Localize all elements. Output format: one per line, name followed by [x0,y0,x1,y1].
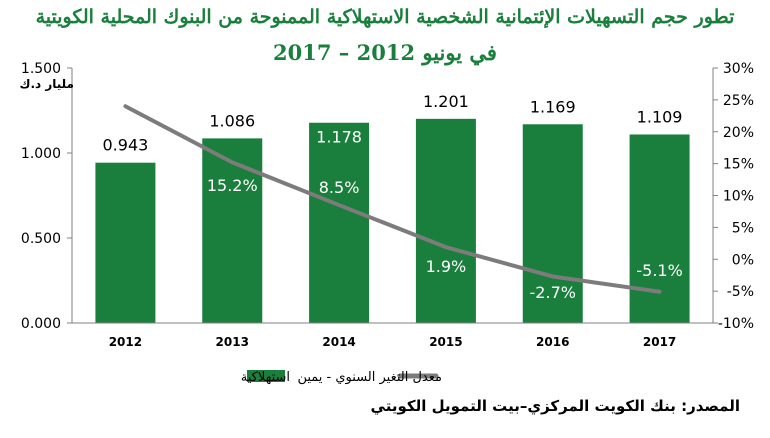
bar-2014 [309,122,370,324]
right-tick-label: 5% [732,220,754,236]
bar-value-label: 1.169 [530,97,576,116]
chart-axes: 0.000 0.500 1.000 1.500 -10% -5% 0% 5% 10% 15% 20%… [19,61,754,349]
growth-rate-label: 15.2% [207,176,258,195]
right-tick-label: 10% [723,189,754,205]
right-tick-label: -10% [718,316,754,332]
x-tick-label: 2012 [109,335,142,349]
line-series [123,104,662,294]
x-tick-label: 2015 [429,335,462,349]
x-tick-label: 2017 [643,335,676,349]
growth-rate-label: 1.9% [426,257,467,276]
chart-title: تطور حجم التسهيلات الإئتمانية الشخصية ال… [35,6,735,28]
left-tick-label: 0.500 [21,231,61,247]
right-tick-label: 15% [723,157,754,173]
growth-rate-label: -2.7% [530,283,576,302]
right-tick-label: 0% [732,252,754,268]
bar-value-label: 1.201 [423,92,469,111]
bar-value-label: 1.178 [316,128,362,147]
growth-rate-line [123,104,662,294]
right-tick-label: 30% [723,61,754,77]
x-tick-label: 2013 [216,335,249,349]
left-tick-label: 0.000 [21,316,61,332]
x-tick-label: 2014 [322,335,355,349]
legend-bar-swatch [247,370,285,382]
left-tick-label: 1.000 [21,146,61,162]
bar-2013 [202,138,263,323]
bar-series [95,118,690,324]
growth-rate-label: -5.1% [636,261,682,280]
data-labels: 0.943 1.086 1.178 1.201 1.169 1.109 15.2% 8.5% 1… [103,92,683,302]
right-tick-label: 25% [723,93,754,109]
bar-2016 [522,124,583,324]
bar-value-label: 0.943 [103,136,149,155]
x-tick-label: 2016 [536,335,569,349]
growth-rate-label: 8.5% [319,178,360,197]
legend-bar-label: استهلاكية [241,370,290,385]
right-tick-label: 20% [723,125,754,141]
bar-2017 [629,134,690,323]
source-note: المصدر: بنك الكويت المركزي–بيت التمويل ا… [370,397,740,415]
bar-2012 [95,162,156,323]
legend-line-label: معدل التغير السنوي - يمين [297,370,442,385]
legend: استهلاكية معدل التغير السنوي - يمين [241,370,442,385]
right-tick-label: -5% [727,284,754,300]
unit-label: مليار د.ك [19,77,74,91]
chart-subtitle: في يونيو 2012 – 2017 [273,40,497,65]
bar-value-label: 1.109 [637,107,683,126]
bar-2015 [415,118,476,323]
left-tick-label: 1.500 [21,61,61,77]
bar-value-label: 1.086 [209,111,255,130]
